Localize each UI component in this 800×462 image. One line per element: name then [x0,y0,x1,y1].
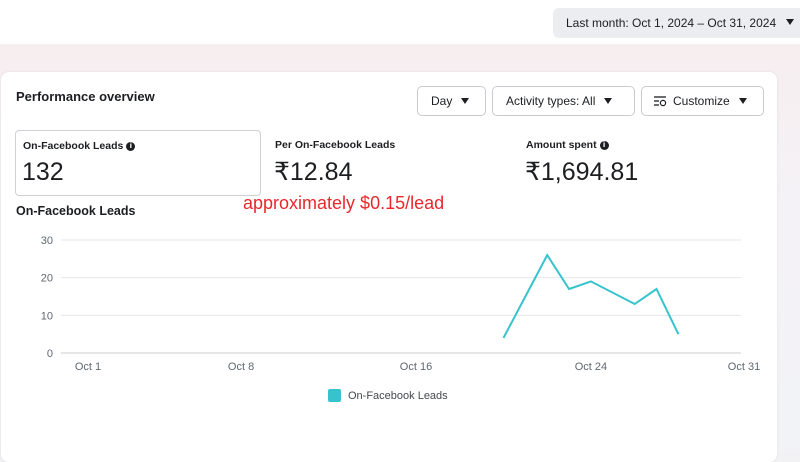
caret-down-icon [786,19,794,25]
date-range-selector[interactable]: Last month: Oct 1, 2024 – Oct 31, 2024 [553,8,800,38]
metric-amount-spent-value: ₹1,694.81 [525,158,639,186]
legend-swatch [328,389,341,402]
x-tick-label: Oct 1 [75,361,101,373]
caret-down-icon [461,98,470,104]
metric-leads[interactable]: On-Facebook Leads i 132 [15,130,261,196]
x-tick-label: Oct 31 [728,361,760,373]
caret-down-icon [604,98,613,104]
date-range-label: Last month: Oct 1, 2024 – Oct 31, 2024 [566,16,777,30]
x-tick-label: Oct 24 [575,361,607,373]
y-tick-label: 10 [41,310,53,322]
sliders-icon [654,96,667,107]
series-line[interactable] [502,253,680,339]
metric-amount-spent[interactable]: Amount spent i ₹1,694.81 [519,130,749,196]
customize-button[interactable]: Customize [641,86,764,116]
day-dropdown[interactable]: Day [417,86,486,116]
metric-amount-spent-label: Amount spent [526,139,597,151]
y-tick-label: 30 [41,235,53,247]
metric-leads-value: 132 [22,158,64,186]
info-icon[interactable]: i [599,140,609,150]
customize-label: Customize [673,94,730,108]
performance-overview-card: Performance overview Day Activity types:… [1,72,777,462]
annotation-text: approximately $0.15/lead [243,193,445,213]
activity-types-label: Activity types: All [506,94,596,108]
legend-label: On-Facebook Leads [348,389,448,402]
card-title: Performance overview [16,89,155,104]
metric-cost-per-lead-value: ₹12.84 [274,158,353,186]
x-tick-label: Oct 8 [228,361,254,373]
chart-legend[interactable]: On-Facebook Leads [328,389,448,402]
metric-leads-label: On-Facebook Leads [23,140,124,152]
top-bar: Last month: Oct 1, 2024 – Oct 31, 2024 [0,0,800,44]
y-tick-label: 0 [47,348,53,360]
day-dropdown-label: Day [431,94,453,108]
leads-line-chart: 0 10 20 30 Oct 1 Oct 8 Oct 16 Oct 24 Oct 31 [41,235,760,373]
y-tick-label: 20 [41,273,53,285]
x-tick-label: Oct 16 [400,361,432,373]
activity-types-dropdown[interactable]: Activity types: All [492,86,635,116]
caret-down-icon [738,98,747,104]
chart-title: On-Facebook Leads [16,204,136,218]
metric-cost-per-lead[interactable]: Per On-Facebook Leads ₹12.84 [268,130,498,196]
metric-cost-per-lead-label: Per On-Facebook Leads [275,139,396,151]
info-icon[interactable]: i [126,141,136,151]
